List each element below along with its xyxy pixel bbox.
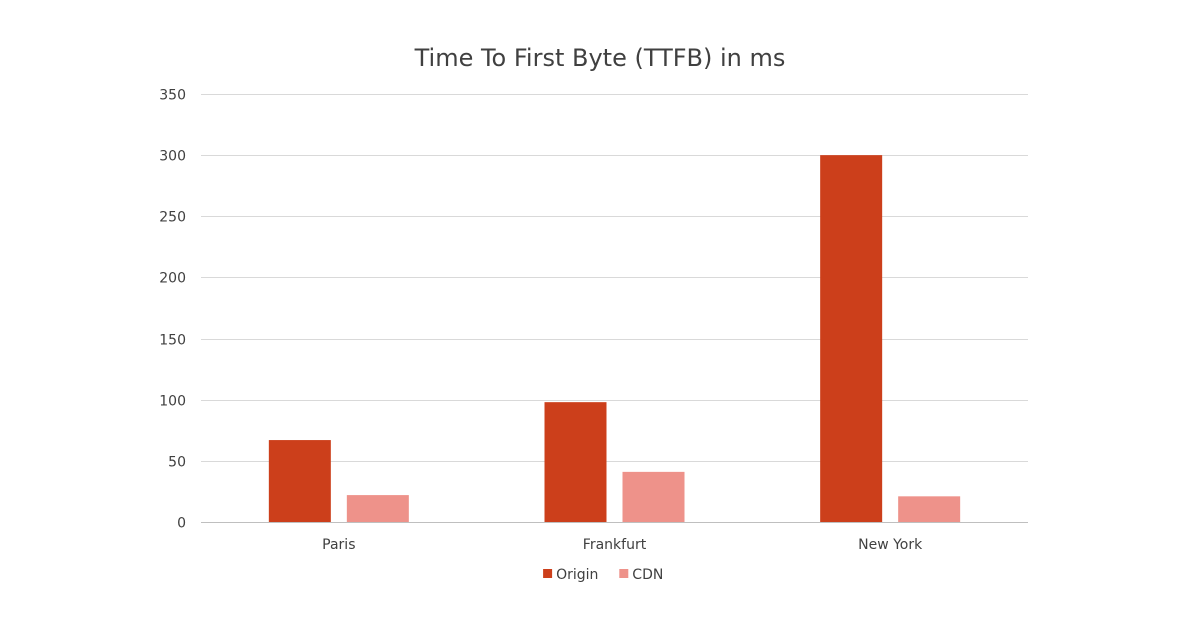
y-tick-label: 200 — [159, 271, 186, 287]
bar-origin-new-york — [820, 155, 883, 522]
x-axis-tick-labels: Paris Frankfurt New York — [322, 537, 923, 553]
y-tick-label: 100 — [159, 394, 186, 410]
bar-origin-frankfurt — [544, 402, 607, 522]
legend-label: Origin — [556, 567, 598, 583]
bar-origin-paris — [268, 440, 331, 522]
bars — [268, 155, 961, 522]
y-tick-label: 250 — [159, 210, 186, 226]
y-tick-label: 150 — [159, 333, 186, 349]
legend: Origin CDN — [543, 567, 663, 583]
legend-item-cdn: CDN — [619, 567, 663, 583]
y-tick-label: 50 — [168, 455, 186, 471]
bar-cdn-paris — [346, 495, 409, 522]
bar-cdn-frankfurt — [622, 471, 685, 522]
legend-label: CDN — [632, 567, 663, 583]
bar-cdn-new-york — [898, 496, 961, 522]
legend-swatch — [543, 569, 553, 578]
y-tick-label: 350 — [159, 88, 186, 104]
chart-title: Time To First Byte (TTFB) in ms — [414, 44, 786, 72]
x-tick-label: Paris — [322, 537, 355, 553]
x-tick-label: Frankfurt — [583, 537, 647, 553]
legend-swatch — [619, 569, 629, 578]
y-tick-label: 0 — [177, 516, 186, 532]
y-tick-label: 300 — [159, 149, 186, 165]
y-axis-tick-labels: 0 50 100 150 200 250 300 350 — [159, 88, 186, 532]
x-tick-label: New York — [858, 537, 923, 553]
legend-item-origin: Origin — [543, 567, 598, 583]
gridlines — [201, 94, 1028, 523]
